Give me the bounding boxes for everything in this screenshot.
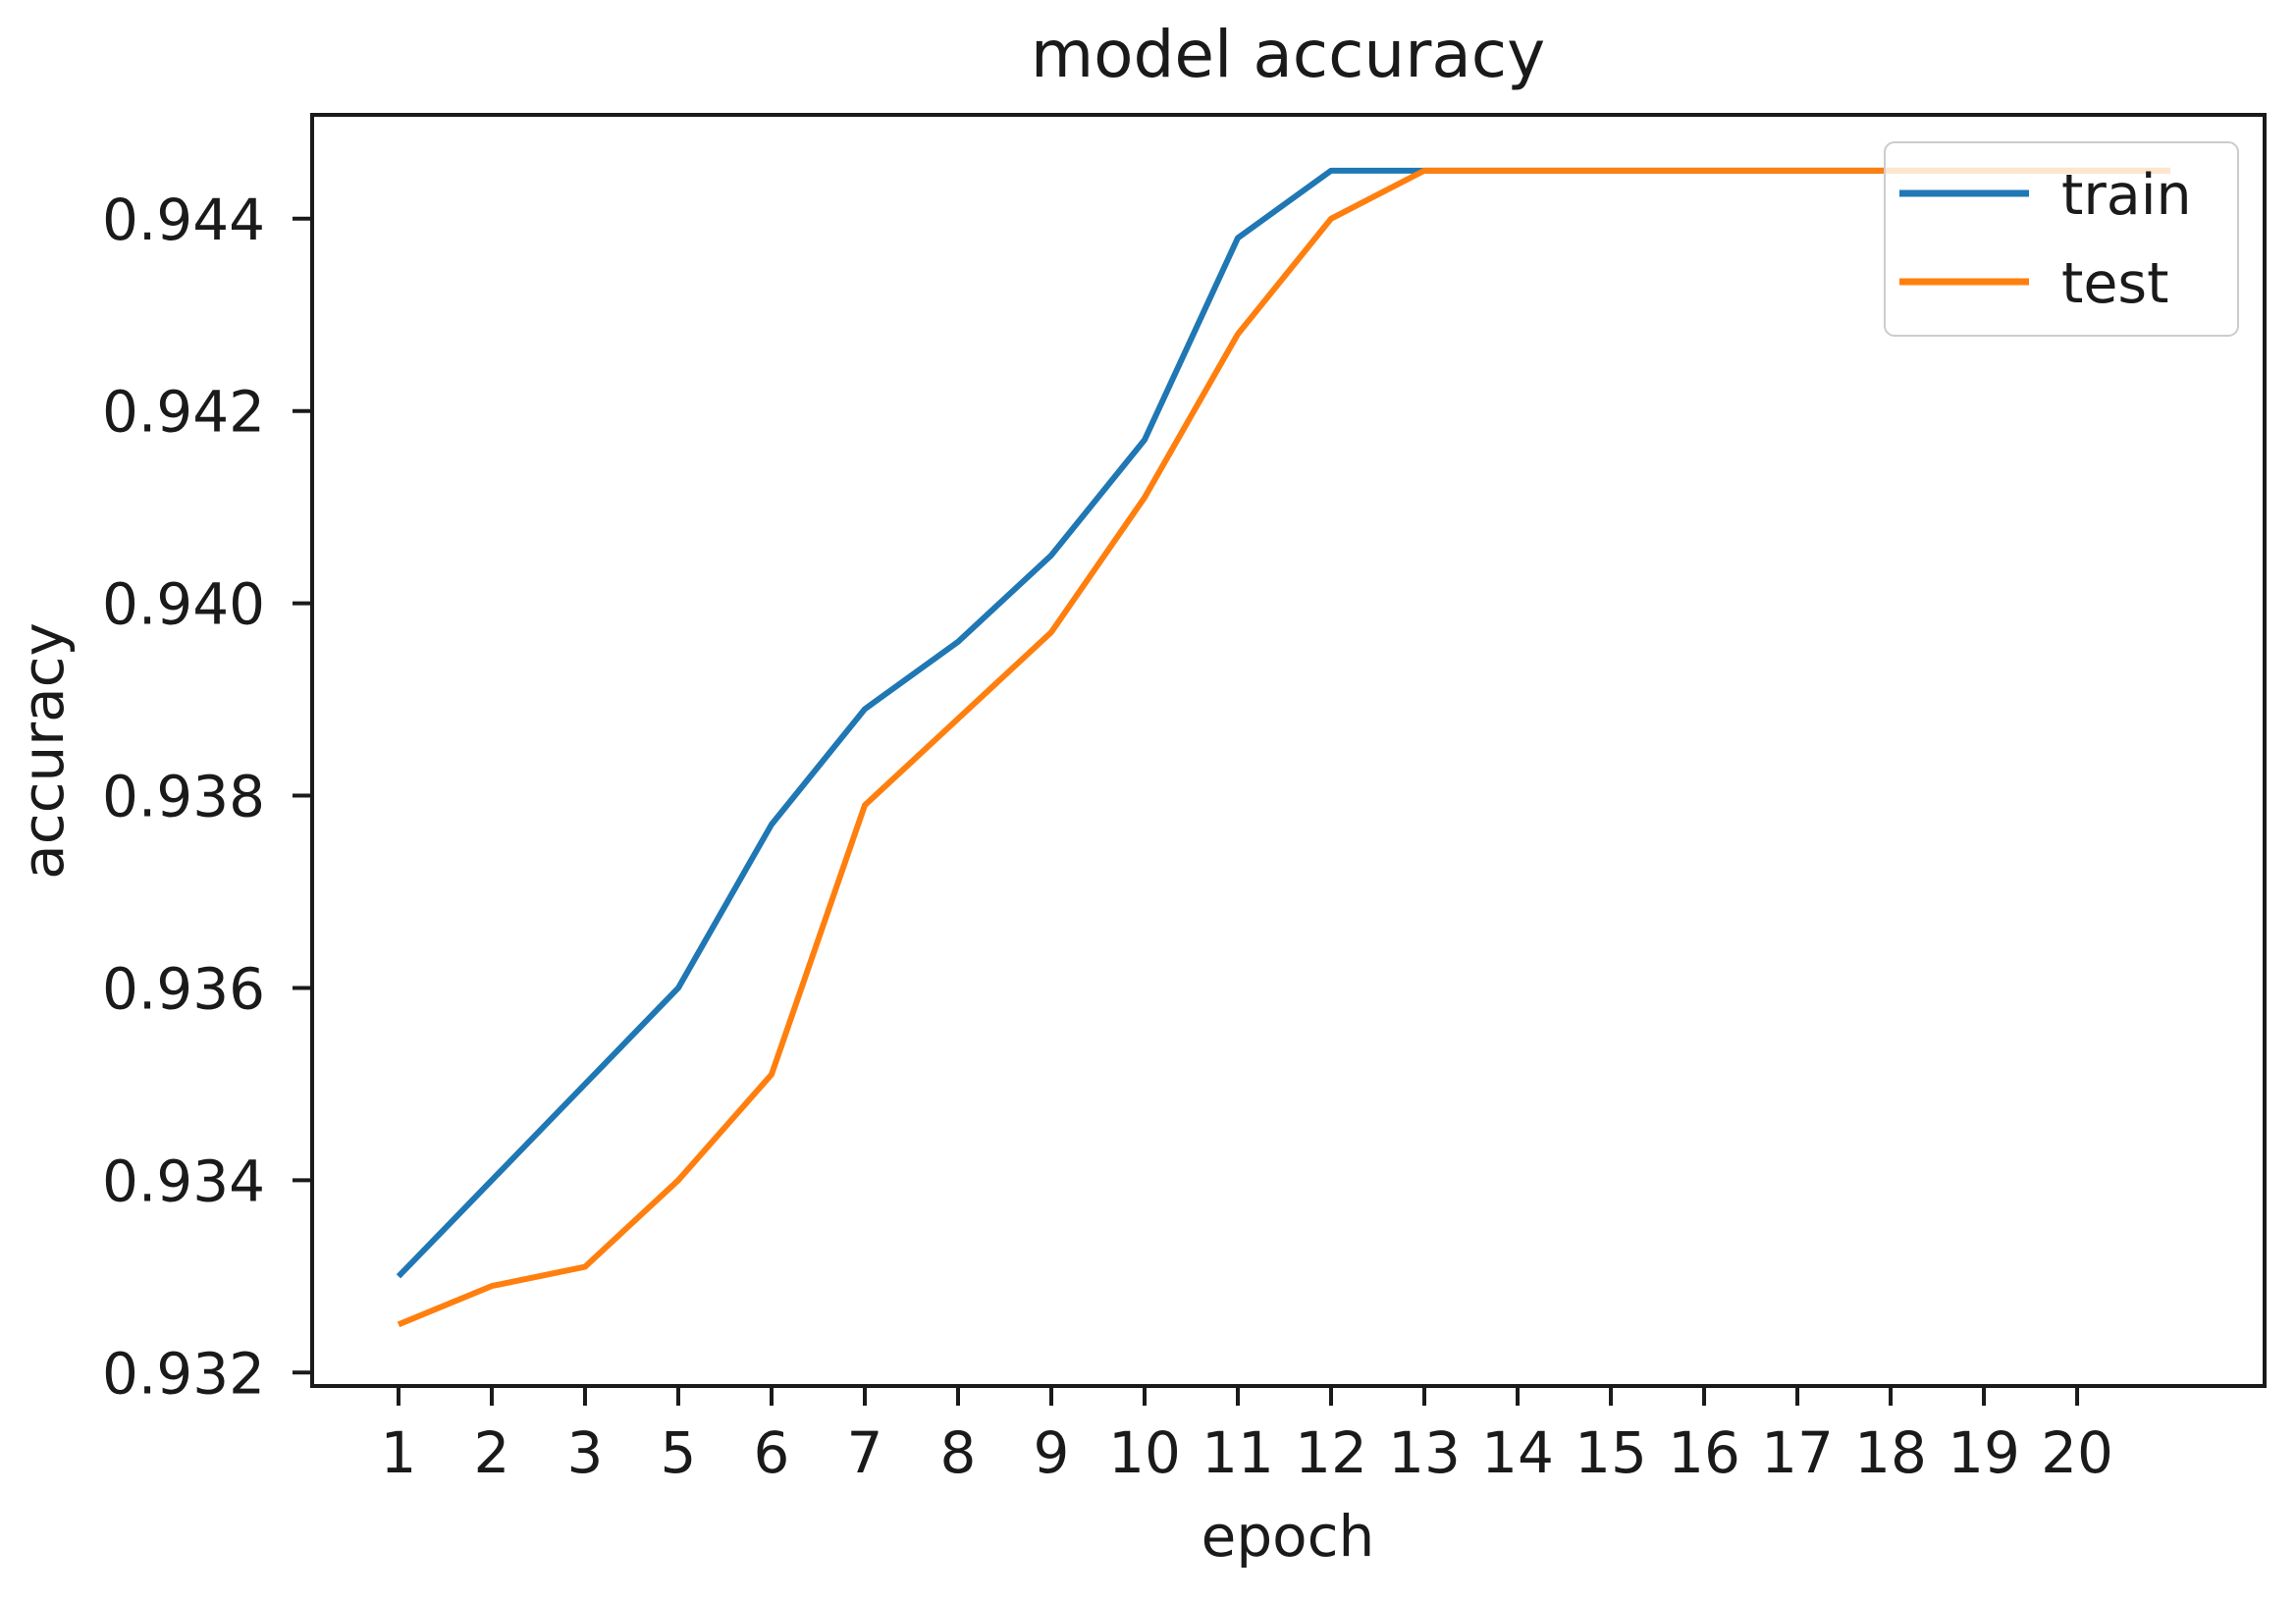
x-tick-label: 5 [661, 1419, 697, 1486]
y-tick-label: 0.932 [102, 1340, 265, 1407]
y-tick-label: 0.942 [102, 379, 265, 446]
y-tick-label: 0.936 [102, 955, 265, 1022]
plot-area [310, 113, 2267, 1388]
x-tick-label: 20 [2041, 1419, 2113, 1486]
x-axis-label: epoch [1201, 1503, 1375, 1570]
x-tick-label: 17 [1761, 1419, 1834, 1486]
x-tick-label: 7 [847, 1419, 883, 1486]
y-tick-label: 0.944 [102, 187, 265, 253]
y-tick-label: 0.938 [102, 764, 265, 830]
x-tick-label: 19 [1948, 1419, 2020, 1486]
x-tick-label: 16 [1668, 1419, 1740, 1486]
x-tick-label: 3 [567, 1419, 604, 1486]
x-tick-label: 9 [1034, 1419, 1070, 1486]
x-tick-label: 2 [474, 1419, 510, 1486]
x-tick-label: 10 [1108, 1419, 1181, 1486]
legend-label-test: test [2061, 251, 2168, 316]
x-tick-label: 11 [1201, 1419, 1274, 1486]
x-tick-label: 6 [754, 1419, 790, 1486]
x-tick-label: 18 [1854, 1419, 1927, 1486]
x-tick-label: 13 [1388, 1419, 1461, 1486]
x-tick-label: 14 [1481, 1419, 1554, 1486]
x-tick-label: 8 [940, 1419, 977, 1486]
x-tick-label: 12 [1295, 1419, 1367, 1486]
chart-title: model accuracy [1031, 17, 1545, 92]
x-tick-label: 1 [381, 1419, 417, 1486]
y-tick-label: 0.940 [102, 571, 265, 638]
y-tick-label: 0.934 [102, 1147, 265, 1214]
x-tick-label: 15 [1575, 1419, 1647, 1486]
series-lines [396, 167, 2171, 1328]
axis-ticks: 1 2 3 5 6 7 8 9 10 11 12 13 14 15 16 17 18 19 200.9320.934… [102, 187, 2113, 1486]
legend-label-train: train [2061, 163, 2192, 228]
legend: train test [1884, 141, 2239, 337]
y-axis-label: accuracy [10, 622, 77, 880]
test-line [397, 167, 2171, 1328]
